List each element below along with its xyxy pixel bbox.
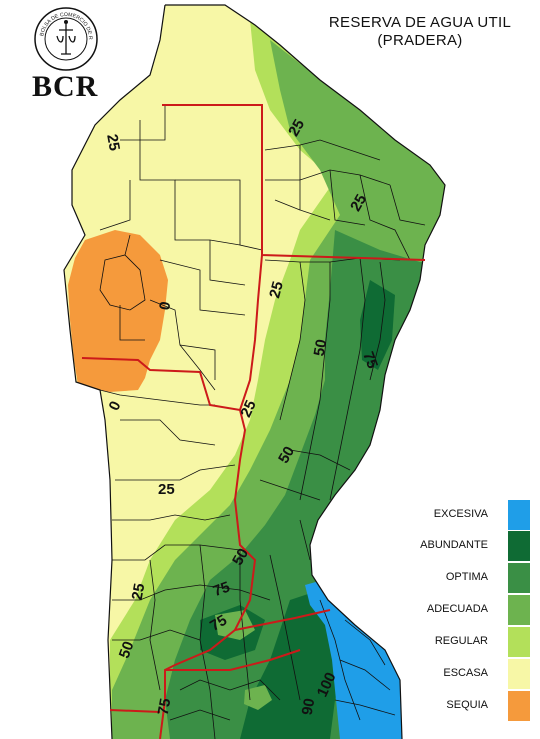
bcr-logo-text: BCR [32,70,99,103]
isoline-label: 25 [347,191,370,214]
title-line-1: RESERVA DE AGUA UTIL [328,14,512,31]
legend-swatch [508,531,530,561]
zone-sequia [68,230,168,392]
isoline-label: 50 [116,639,138,660]
isoline-label: 75 [155,697,175,716]
isoline-label: 25 [129,582,149,601]
isoline-label: 25 [285,116,308,139]
map-title: RESERVA DE AGUA UTIL (PRADERA) [300,14,540,50]
legend-swatch [508,500,530,530]
legend-item-escasa: ESCASA [400,659,530,689]
isoline-label: 50 [275,443,298,466]
zone-excesiva [305,578,410,739]
isoline-label: 0 [156,300,174,311]
legend-label: SEQUIA [446,699,488,711]
legend-swatch [508,563,530,593]
bcr-seal-logo: BOLSA DE COMERCIO DE ROSARIO [33,6,98,71]
legend-label: ESCASA [443,667,488,679]
legend-item-optima: OPTIMA [400,563,530,593]
isoline-label: 25 [237,398,259,420]
zone-abundante [360,280,395,370]
isoline-label: 25 [103,133,123,152]
legend-label: OPTIMA [445,571,488,583]
legend-swatch [508,595,530,625]
legend-item-excesiva: EXCESIVA [400,500,530,530]
zone-adecuada-pocket [215,610,255,640]
legend-item-sequia: SEQUIA [400,691,530,721]
legend-swatch [508,659,530,689]
zone-adecuada-pocket [244,685,272,710]
isoline-label: 75 [359,349,381,370]
isoline-label: 25 [158,481,175,498]
legend-label: ADECUADA [426,603,488,615]
isoline-label: 50 [229,545,252,568]
isoline-label: 75 [207,612,230,635]
isoline-label: 75 [211,579,232,601]
legend-label: REGULAR [434,635,488,647]
legend-item-abundante: ABUNDANTE [400,531,530,561]
province-boundaries [81,104,426,739]
map-outline [63,4,446,739]
department-boundaries [99,105,426,739]
legend-swatch [508,627,530,657]
legend-item-regular: REGULAR [400,627,530,657]
legend-label: ABUNDANTE [420,539,488,551]
isoline-label: 50 [311,338,331,357]
isoline-label: 90 [299,697,319,716]
isoline-labels: 25 25 25 25 25 25 25 0 0 50 75 50 50 50 … [103,116,381,716]
legend-label: EXCESIVA [433,508,488,520]
legend-swatch [508,691,530,721]
isoline-label: 25 [266,280,287,301]
legend-item-adecuada: ADECUADA [400,595,530,625]
title-line-2: (PRADERA) [377,32,463,49]
